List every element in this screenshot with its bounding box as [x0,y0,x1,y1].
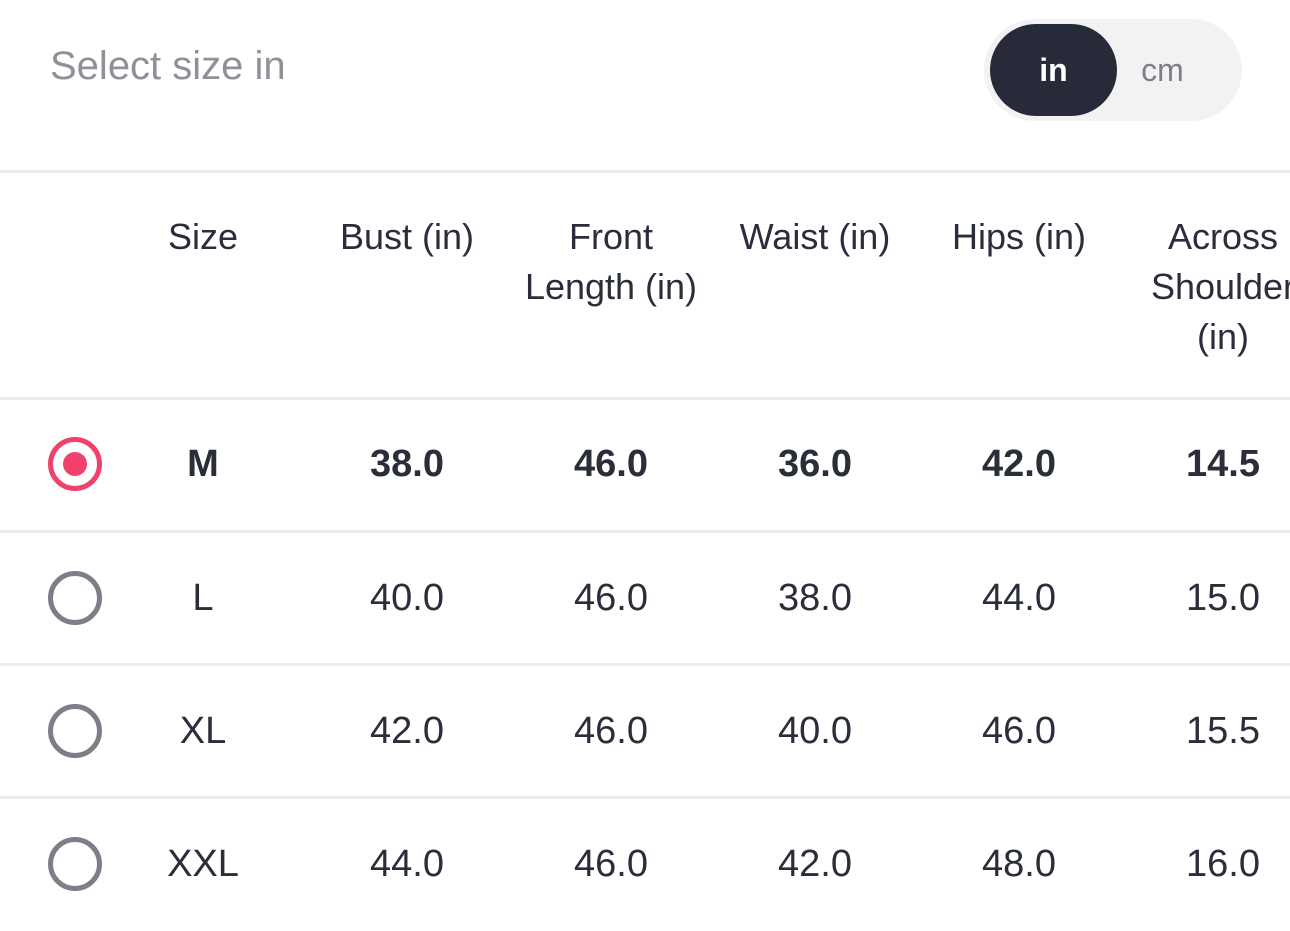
measurement-value: 14.5 [1186,443,1260,485]
size-label: L [192,577,214,619]
divider [0,663,1290,666]
measurement-value: 48.0 [982,843,1056,885]
measurement-value: 42.0 [982,443,1056,485]
measurement-value: 46.0 [574,577,648,619]
divider [0,170,1290,173]
measurement-value: 44.0 [982,577,1056,619]
unit-cm-button[interactable]: cm [1141,51,1184,88]
table-row[interactable]: XL 42.0 46.0 40.0 46.0 15.5 [0,665,1290,798]
size-radio[interactable] [48,837,102,891]
measurement-value: 40.0 [370,577,444,619]
measurement-value: 36.0 [778,443,852,485]
column-header: Bust (in) [339,216,475,257]
measurement-value: 46.0 [982,710,1056,752]
measurement-value: 42.0 [370,710,444,752]
column-header: Hips (in) [951,216,1086,257]
size-label: M [187,443,219,485]
table-row[interactable]: M 38.0 46.0 36.0 42.0 14.5 [0,398,1290,531]
measurement-value: 40.0 [778,710,852,752]
measurement-value: 15.0 [1186,577,1260,619]
measurement-value: 38.0 [370,443,444,485]
measurement-value: 46.0 [574,443,648,485]
column-header: Size [167,216,239,257]
measurement-value: 42.0 [778,843,852,885]
measurement-value: 44.0 [370,843,444,885]
column-header: Front Length (in) [524,216,698,307]
size-radio[interactable] [48,571,102,625]
page-title: Select size in [50,44,286,88]
table-row[interactable]: L 40.0 46.0 38.0 44.0 15.0 [0,532,1290,665]
measurement-value: 46.0 [574,710,648,752]
column-header: Waist (in) [739,216,891,257]
size-radio[interactable] [48,704,102,758]
measurement-value: 46.0 [574,843,648,885]
measurement-value: 16.0 [1186,843,1260,885]
column-header: Across Shoulder (in) [1150,216,1290,357]
measurement-value: 15.5 [1186,710,1260,752]
size-label: XXL [167,843,239,885]
divider [0,530,1290,533]
size-radio[interactable] [48,437,102,491]
unit-toggle: in cm [984,19,1242,121]
size-label: XL [179,710,227,752]
measurement-value: 38.0 [778,577,852,619]
table-row[interactable]: XXL 44.0 46.0 42.0 48.0 16.0 [0,798,1290,931]
divider [0,397,1290,400]
unit-in-button[interactable]: in [990,24,1117,116]
divider [0,796,1290,799]
